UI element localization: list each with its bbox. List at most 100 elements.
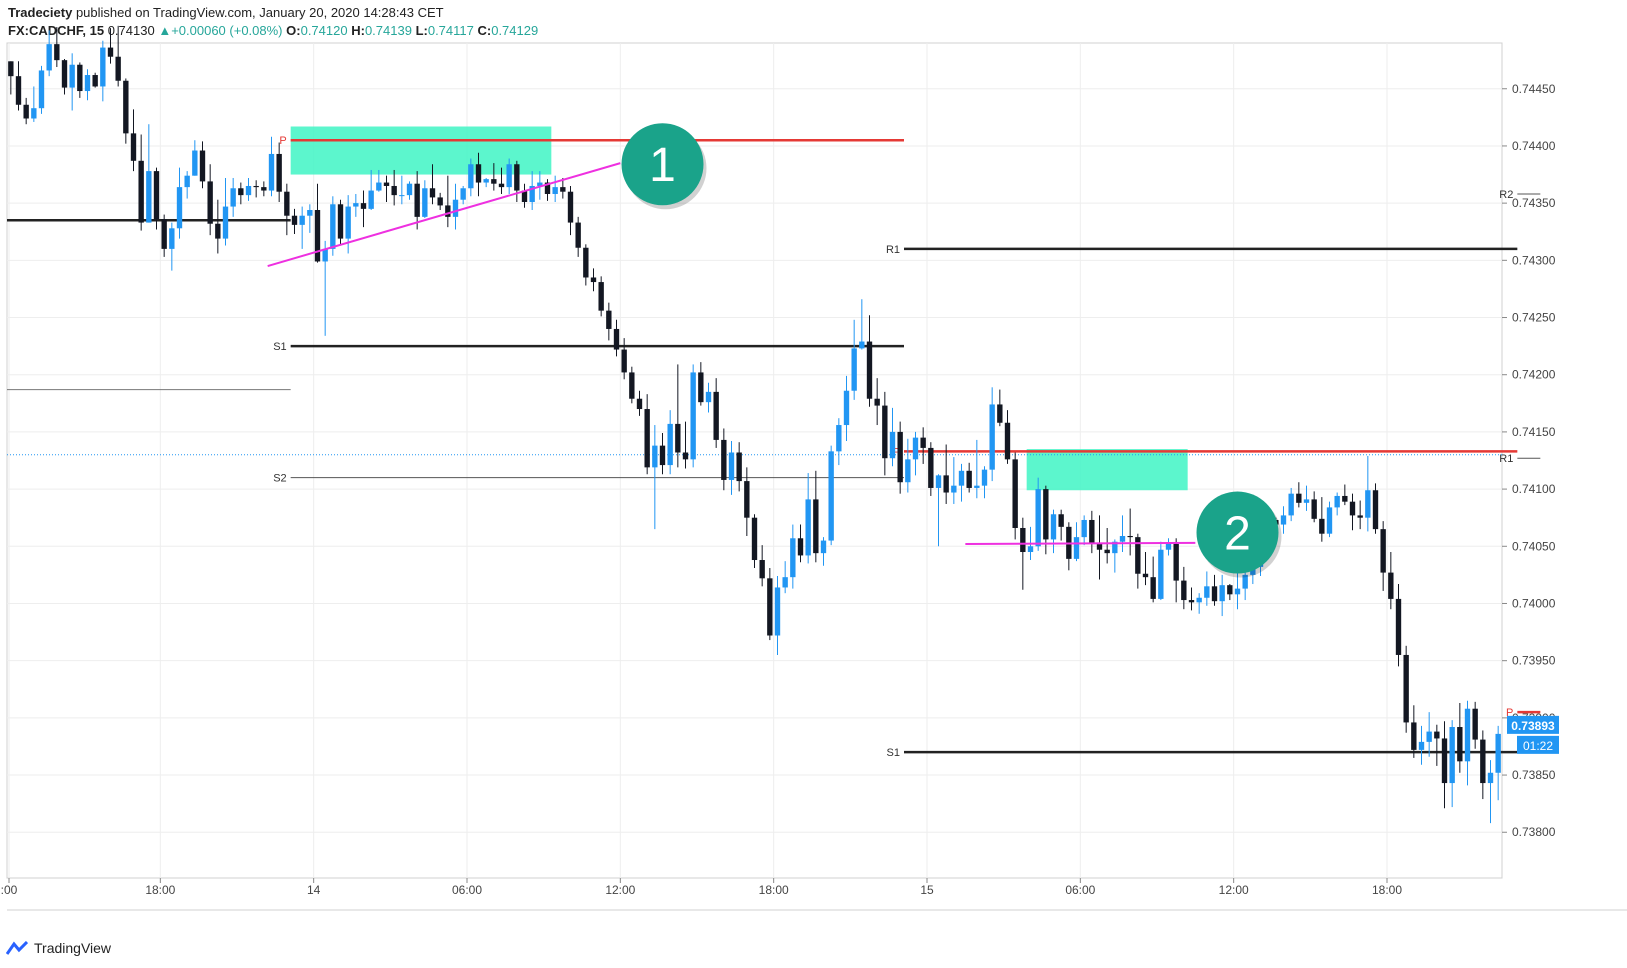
candle-body[interactable] <box>1043 489 1049 540</box>
candle-body[interactable] <box>1158 549 1164 599</box>
candle-body[interactable] <box>452 199 459 217</box>
candle-body[interactable] <box>690 372 696 460</box>
candle-body[interactable] <box>92 75 98 87</box>
candle-body[interactable] <box>368 190 374 209</box>
candle-body[interactable] <box>575 222 581 248</box>
candle-body[interactable] <box>682 452 689 460</box>
candle-body[interactable] <box>276 153 282 192</box>
candle-body[interactable] <box>1089 519 1095 543</box>
candle-body[interactable] <box>445 205 451 217</box>
candle-body[interactable] <box>429 188 436 198</box>
candle-body[interactable] <box>721 439 727 480</box>
candle-body[interactable] <box>230 188 236 207</box>
candle-body[interactable] <box>38 70 45 109</box>
candle-body[interactable] <box>621 349 627 373</box>
candle-body[interactable] <box>790 538 796 578</box>
candle-body[interactable] <box>1188 600 1195 603</box>
candle-body[interactable] <box>598 282 604 311</box>
candle-body[interactable] <box>176 187 183 229</box>
candle-body[interactable] <box>245 185 252 196</box>
candle-body[interactable] <box>1296 493 1302 503</box>
candle-body[interactable] <box>560 187 566 192</box>
candle-body[interactable] <box>1004 422 1011 460</box>
trendline[interactable] <box>965 541 1196 545</box>
candle-body[interactable] <box>636 398 643 410</box>
candle-body[interactable] <box>966 470 972 488</box>
candle-body[interactable] <box>767 578 773 636</box>
candle-body[interactable] <box>836 425 842 452</box>
candle-body[interactable] <box>299 215 305 225</box>
candle-body[interactable] <box>935 475 942 488</box>
candle-body[interactable] <box>146 171 152 223</box>
candle-body[interactable] <box>284 191 290 216</box>
candle-body[interactable] <box>1142 573 1149 578</box>
candle-body[interactable] <box>805 499 811 556</box>
candle-body[interactable] <box>514 164 520 191</box>
candle-body[interactable] <box>1434 731 1440 739</box>
candle-body[interactable] <box>215 223 221 239</box>
candle-body[interactable] <box>23 104 29 119</box>
candle-body[interactable] <box>529 185 535 202</box>
candle-body[interactable] <box>1449 727 1455 784</box>
candle-body[interactable] <box>8 61 14 77</box>
candle-body[interactable] <box>130 133 137 161</box>
candle-body[interactable] <box>974 485 980 488</box>
candle-body[interactable] <box>1119 535 1126 542</box>
candle-body[interactable] <box>920 437 926 448</box>
candle-body[interactable] <box>1035 489 1041 547</box>
candle-body[interactable] <box>391 185 397 196</box>
candle-body[interactable] <box>1211 586 1218 602</box>
candle-body[interactable] <box>506 164 512 188</box>
candle-body[interactable] <box>1495 733 1501 773</box>
candle-body[interactable] <box>989 404 995 470</box>
candle-body[interactable] <box>475 164 482 183</box>
candle-body[interactable] <box>1219 585 1225 602</box>
supply-zone[interactable] <box>1026 449 1188 491</box>
candle-body[interactable] <box>1365 490 1371 518</box>
candle-body[interactable] <box>491 179 497 184</box>
candle-body[interactable] <box>100 47 106 87</box>
candle-body[interactable] <box>1150 577 1156 599</box>
candle-body[interactable] <box>889 431 896 459</box>
candle-body[interactable] <box>1487 772 1494 784</box>
candle-body[interactable] <box>69 64 75 88</box>
candle-body[interactable] <box>337 204 344 239</box>
candle-body[interactable] <box>1403 654 1409 723</box>
candle-body[interactable] <box>958 470 965 486</box>
candle-body[interactable] <box>1388 572 1394 599</box>
candle-body[interactable] <box>859 341 865 349</box>
candle-body[interactable] <box>981 469 988 486</box>
candle-body[interactable] <box>268 153 275 191</box>
candle-body[interactable] <box>1073 537 1080 559</box>
candle-body[interactable] <box>1012 459 1018 528</box>
candle-body[interactable] <box>437 197 443 206</box>
candle-body[interactable] <box>1096 542 1103 550</box>
candle-body[interactable] <box>123 80 129 134</box>
candle-body[interactable] <box>544 182 551 194</box>
candle-body[interactable] <box>307 210 313 216</box>
candle-body[interactable] <box>1303 499 1310 503</box>
brand-label[interactable]: TradingView <box>34 940 112 956</box>
candle-body[interactable] <box>460 188 466 200</box>
candle-body[interactable] <box>330 204 336 249</box>
candle-body[interactable] <box>1127 535 1133 538</box>
candle-body[interactable] <box>1234 588 1241 595</box>
candle-body[interactable] <box>997 404 1003 423</box>
candle-body[interactable] <box>1135 537 1141 574</box>
candle-body[interactable] <box>1204 586 1210 598</box>
candle-body[interactable] <box>1372 490 1379 530</box>
candle-body[interactable] <box>667 423 673 466</box>
candle-body[interactable] <box>360 203 367 209</box>
candle-body[interactable] <box>406 183 413 196</box>
candle-body[interactable] <box>951 485 957 493</box>
candle-body[interactable] <box>1227 585 1233 595</box>
candle-body[interactable] <box>138 160 144 223</box>
candle-body[interactable] <box>1112 541 1118 554</box>
candle-body[interactable] <box>84 75 91 92</box>
candle-body[interactable] <box>1081 519 1087 538</box>
candle-body[interactable] <box>422 188 428 217</box>
candle-body[interactable] <box>253 185 259 188</box>
candle-body[interactable] <box>851 348 857 391</box>
candle-body[interactable] <box>483 179 489 183</box>
